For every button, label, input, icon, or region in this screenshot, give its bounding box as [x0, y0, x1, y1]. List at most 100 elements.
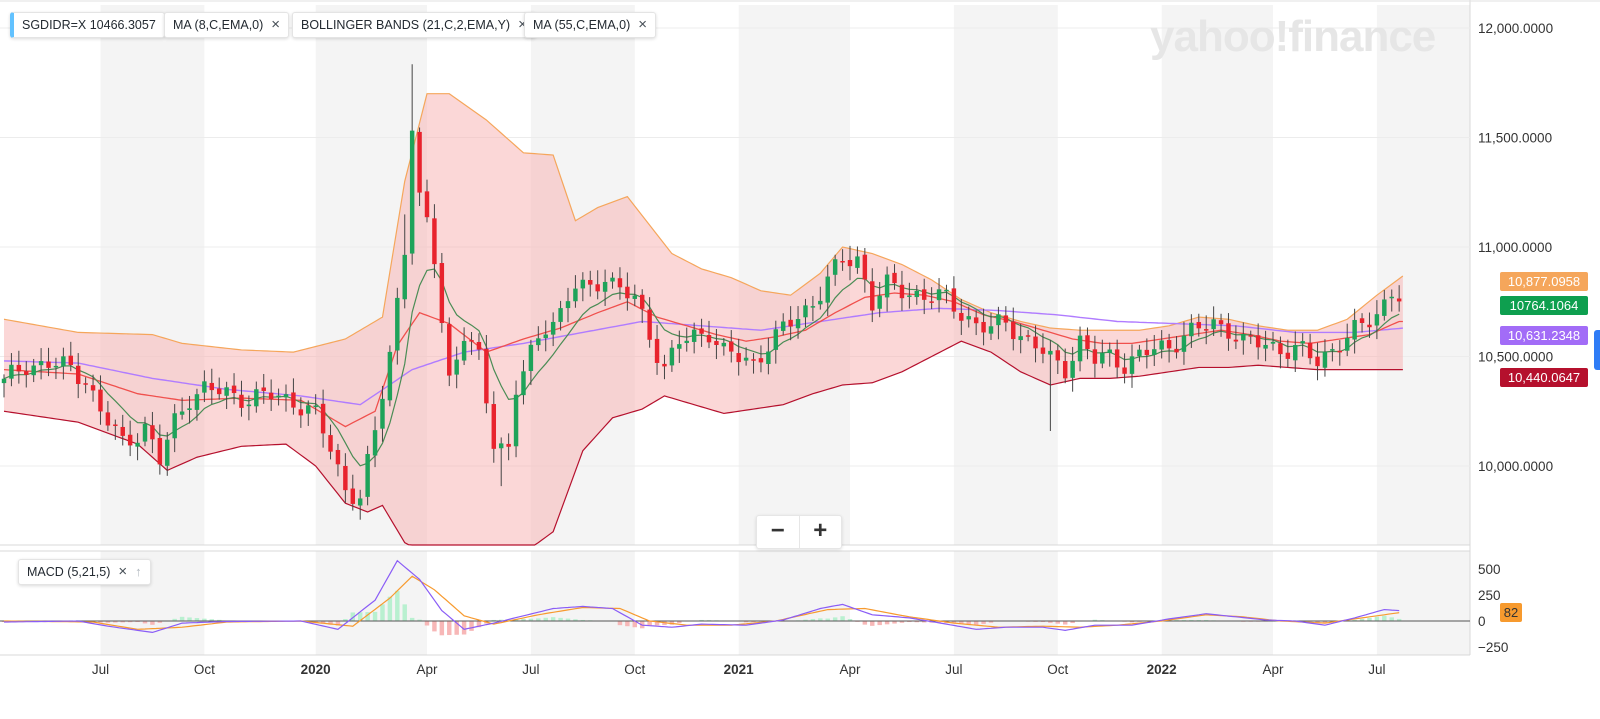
ma8-chip[interactable]: MA (8,C,EMA,0) × — [164, 12, 290, 38]
macd-histogram-bar — [127, 621, 133, 623]
candle — [335, 443, 341, 477]
candle-body — [1285, 352, 1291, 359]
candle — [1226, 313, 1231, 351]
candle — [632, 284, 638, 307]
candle — [1255, 323, 1261, 360]
candle-body — [1211, 319, 1216, 330]
candle-body — [365, 454, 370, 497]
macd-histogram-bar — [469, 621, 474, 631]
candle-body — [246, 404, 252, 407]
candle — [647, 297, 652, 348]
macd-histogram-bar — [810, 618, 816, 621]
close-icon[interactable]: × — [118, 563, 128, 580]
candle-body — [1092, 349, 1098, 364]
macd-histogram-bar — [1203, 619, 1209, 621]
close-icon[interactable]: × — [518, 16, 527, 33]
candle — [1218, 313, 1224, 337]
macd-histogram-bar — [699, 619, 704, 621]
candle — [536, 326, 541, 351]
close-icon[interactable]: × — [638, 16, 648, 33]
candle-body — [291, 392, 296, 408]
candle-body — [669, 347, 675, 366]
candle — [818, 286, 823, 310]
candle-body — [691, 329, 697, 342]
date-tick-label: 2020 — [301, 662, 331, 677]
candle — [1070, 346, 1075, 392]
zoom-control: − + — [756, 515, 842, 549]
candle-body — [795, 319, 801, 329]
bollinger-chip[interactable]: BOLLINGER BANDS (21,C,2,EMA,Y) × — [292, 12, 536, 38]
candle-body — [988, 326, 994, 334]
candle-body — [810, 306, 816, 308]
candle-body — [224, 387, 229, 396]
macd-histogram-bar — [803, 619, 808, 621]
macd-histogram-bar — [461, 621, 467, 635]
candle — [855, 246, 860, 274]
candle-body — [1122, 367, 1127, 374]
candle — [38, 348, 44, 380]
candle-body — [1367, 324, 1372, 328]
close-icon[interactable]: × — [271, 16, 281, 33]
candle — [276, 388, 281, 406]
macd-histogram-bar — [907, 621, 912, 623]
candle — [439, 252, 445, 333]
candle-body — [862, 254, 868, 280]
zoom-in-button[interactable]: + — [798, 516, 842, 548]
macd-chip[interactable]: MACD (5,21,5) × ↑ — [18, 559, 151, 585]
macd-histogram-bar — [372, 611, 378, 621]
candle — [246, 395, 252, 421]
candle-body — [75, 365, 81, 385]
symbol-chip[interactable]: SGDIDR=X 10466.3057 — [10, 12, 165, 38]
macd-histogram-bar — [476, 621, 482, 628]
candle — [832, 254, 838, 286]
macd-histogram-bar — [914, 621, 920, 623]
candle — [736, 338, 741, 376]
macd-histogram-bar — [357, 612, 363, 621]
candle — [1025, 329, 1031, 342]
macd-histogram-bar — [1062, 621, 1068, 625]
candle-body — [46, 361, 51, 368]
candle-body — [825, 276, 830, 303]
macd-histogram-bar — [565, 618, 571, 621]
candle — [513, 380, 519, 458]
move-up-icon[interactable]: ↑ — [135, 564, 142, 579]
macd-histogram-bar — [157, 621, 163, 623]
macd-histogram-bar — [1092, 619, 1098, 621]
candle-body — [536, 338, 541, 346]
side-panel-tab[interactable] — [1594, 330, 1600, 370]
macd-histogram-bar — [818, 618, 823, 621]
macd-histogram-bar — [335, 621, 341, 626]
macd-histogram-bar — [1367, 617, 1372, 621]
date-tick-label: Jul — [92, 662, 109, 677]
candle — [795, 306, 801, 339]
candle — [172, 404, 177, 453]
macd-chip-label: MACD (5,21,5) — [27, 565, 111, 579]
candle-body — [639, 294, 645, 309]
ma55-chip[interactable]: MA (55,C,EMA,0) × — [524, 12, 657, 38]
candle-body — [268, 392, 274, 400]
candle-body — [543, 334, 548, 339]
candle-body — [565, 301, 571, 309]
candle-body — [61, 356, 66, 367]
candle-body — [1003, 315, 1009, 323]
candle — [654, 324, 660, 375]
macd-plot: 500 250 0 −250 — [0, 559, 1508, 655]
candle — [936, 278, 942, 313]
macd-histogram-bar — [320, 621, 326, 624]
candle-body — [150, 425, 155, 440]
period-band — [1376, 0, 1470, 545]
macd-line — [4, 559, 1400, 634]
candle-body — [127, 434, 133, 446]
candle — [1263, 330, 1268, 362]
candle-body — [53, 365, 59, 368]
candle — [231, 373, 237, 405]
candle-body — [729, 341, 734, 352]
candle — [372, 416, 378, 468]
candle-body — [877, 295, 882, 309]
candle-body — [803, 305, 808, 318]
zoom-out-button[interactable]: − — [770, 517, 785, 544]
candle-body — [780, 321, 786, 331]
candle-body — [996, 314, 1001, 326]
candle-body — [142, 423, 148, 442]
